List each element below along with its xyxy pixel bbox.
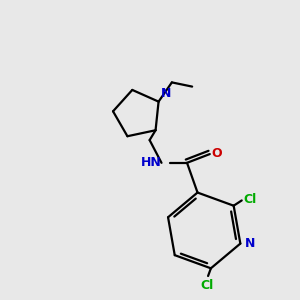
- Text: Cl: Cl: [201, 280, 214, 292]
- Text: N: N: [161, 87, 172, 100]
- Text: N: N: [244, 237, 255, 250]
- Text: HN: HN: [141, 156, 162, 169]
- Text: Cl: Cl: [244, 193, 257, 206]
- Text: O: O: [212, 146, 222, 160]
